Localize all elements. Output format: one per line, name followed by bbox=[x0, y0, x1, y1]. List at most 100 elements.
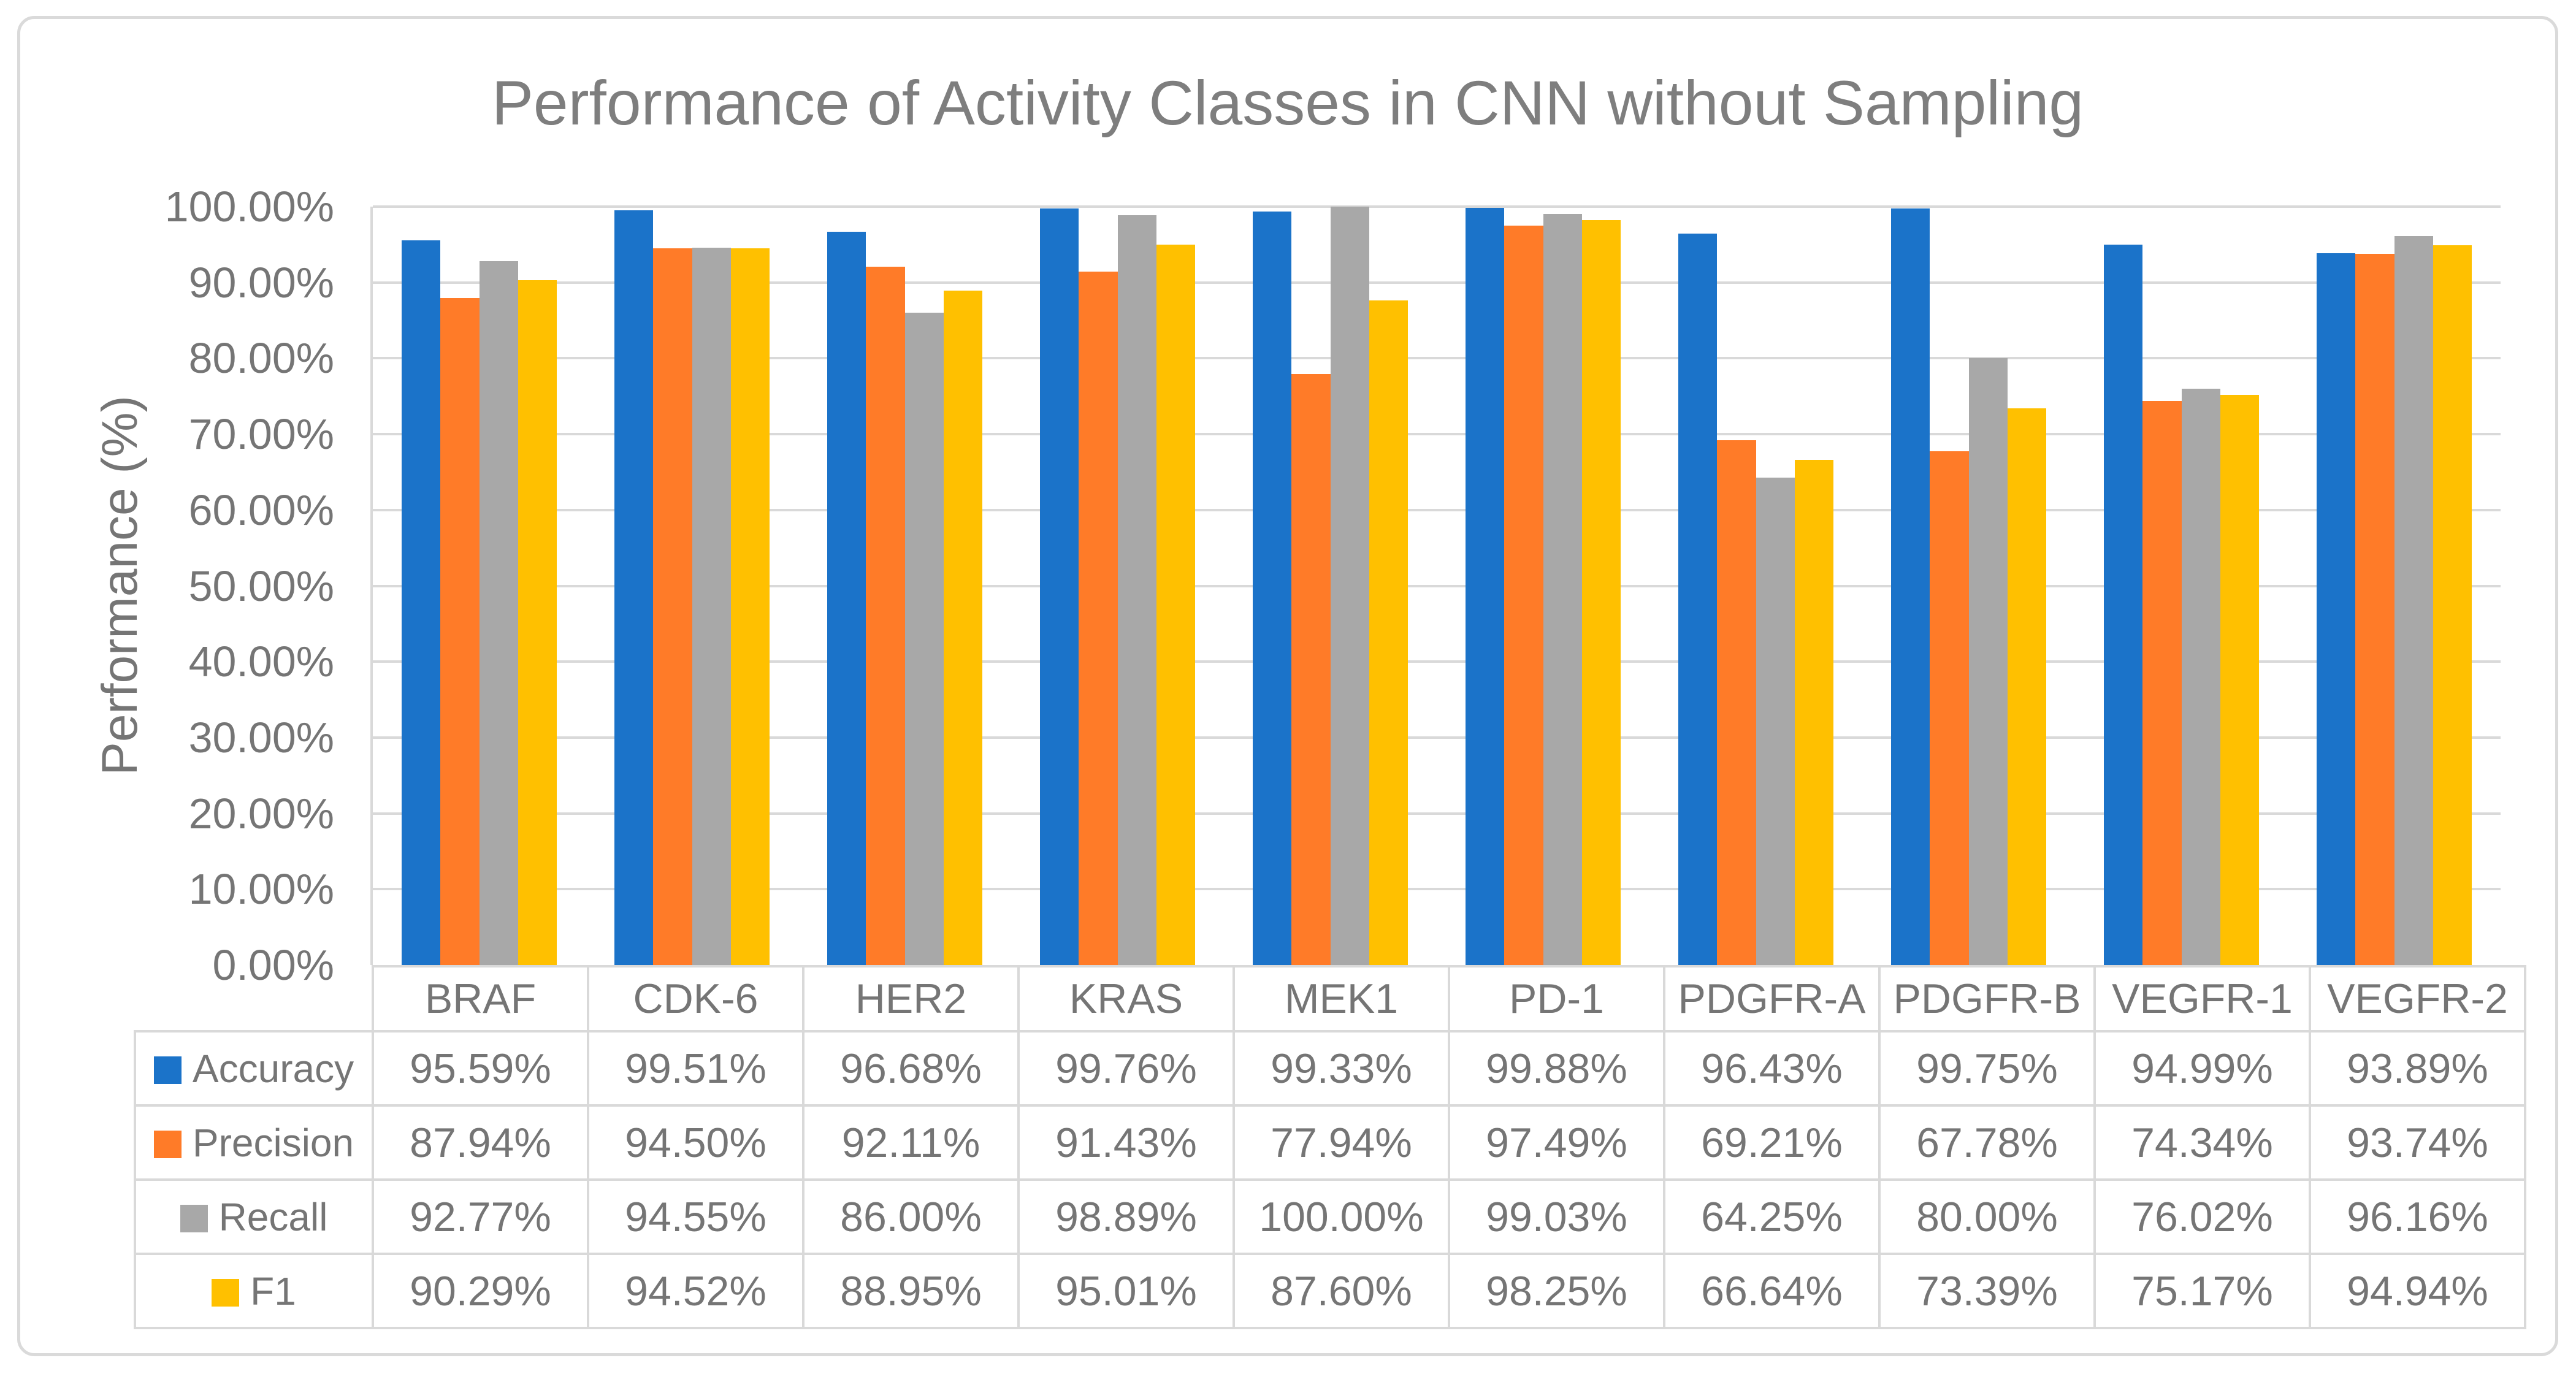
bar-group-pdgfr-b bbox=[1862, 207, 2075, 965]
bar-f1-pdgfr-b bbox=[2007, 408, 2046, 965]
bar-recall-mek1 bbox=[1330, 207, 1369, 965]
category-header-pdgfr-b: PDGFR-B bbox=[1878, 965, 2096, 1032]
value-f1-kras: 95.01% bbox=[1017, 1253, 1235, 1329]
gridline-50 bbox=[373, 584, 2501, 587]
value-precision-pdgfr-a: 69.21% bbox=[1663, 1104, 1881, 1181]
value-accuracy-vegfr-1: 94.99% bbox=[2093, 1030, 2311, 1107]
value-recall-pd-1: 99.03% bbox=[1448, 1178, 1665, 1255]
y-tick-label-50-00-: 50.00% bbox=[188, 562, 334, 610]
bar-accuracy-her2 bbox=[827, 232, 866, 965]
value-accuracy-braf: 95.59% bbox=[372, 1030, 589, 1107]
gridline-10 bbox=[373, 888, 2501, 891]
y-tick-label-100-00-: 100.00% bbox=[164, 183, 334, 231]
value-precision-pdgfr-b: 67.78% bbox=[1878, 1104, 2096, 1181]
value-accuracy-pd-1: 99.88% bbox=[1448, 1030, 1665, 1107]
value-accuracy-mek1: 99.33% bbox=[1233, 1030, 1450, 1107]
legend-label-f1: F1 bbox=[250, 1269, 296, 1313]
bar-recall-braf bbox=[479, 261, 518, 965]
value-recall-pdgfr-b: 80.00% bbox=[1878, 1178, 2096, 1255]
bar-group-pd-1 bbox=[1437, 207, 1649, 965]
bar-group-vegfr-1 bbox=[2075, 207, 2288, 965]
value-f1-pdgfr-b: 73.39% bbox=[1878, 1253, 2096, 1329]
value-accuracy-cdk-6: 99.51% bbox=[587, 1030, 805, 1107]
gridline-20 bbox=[373, 812, 2501, 815]
value-precision-vegfr-1: 74.34% bbox=[2093, 1104, 2311, 1181]
category-header-vegfr-1: VEGFR-1 bbox=[2093, 965, 2311, 1032]
table-header-row: BRAF CDK-6 HER2 KRAS MEK1 PD-1 PDGFR-A PDGFR-B V… bbox=[135, 965, 2526, 1032]
bar-f1-vegfr-1 bbox=[2220, 395, 2259, 965]
legend-cell-recall: Recall bbox=[134, 1178, 374, 1255]
bar-accuracy-pd-1 bbox=[1466, 207, 1505, 965]
y-tick-label-30-00-: 30.00% bbox=[188, 713, 334, 761]
bar-recall-cdk-6 bbox=[692, 248, 731, 965]
bar-precision-cdk-6 bbox=[653, 248, 692, 965]
bar-precision-pdgfr-a bbox=[1717, 440, 1756, 965]
gridline-40 bbox=[373, 660, 2501, 663]
value-recall-her2: 86.00% bbox=[802, 1178, 1020, 1255]
gridline-70 bbox=[373, 433, 2501, 436]
bar-group-mek1 bbox=[1224, 207, 1437, 965]
value-accuracy-vegfr-2: 93.89% bbox=[2309, 1030, 2526, 1107]
value-f1-vegfr-2: 94.94% bbox=[2309, 1253, 2526, 1329]
bar-f1-vegfr-2 bbox=[2433, 245, 2472, 965]
bar-accuracy-vegfr-2 bbox=[2317, 253, 2356, 965]
bar-precision-her2 bbox=[866, 266, 905, 965]
value-f1-vegfr-1: 75.17% bbox=[2093, 1253, 2311, 1329]
legend-label-recall: Recall bbox=[218, 1194, 328, 1239]
bar-group-kras bbox=[1011, 207, 1224, 965]
bar-group-pdgfr-a bbox=[1649, 207, 1862, 965]
category-header-cdk-6: CDK-6 bbox=[587, 965, 805, 1032]
legend-swatch-precision bbox=[153, 1130, 182, 1158]
bar-recall-pdgfr-a bbox=[1756, 478, 1795, 965]
value-recall-cdk-6: 94.55% bbox=[587, 1178, 805, 1255]
value-precision-her2: 92.11% bbox=[802, 1104, 1020, 1181]
value-f1-her2: 88.95% bbox=[802, 1253, 1020, 1329]
bar-recall-vegfr-1 bbox=[2181, 388, 2220, 965]
bar-f1-mek1 bbox=[1369, 300, 1408, 965]
table-row-recall: Recall 92.77% 94.55% 86.00% 98.89% 100.00% 99.… bbox=[134, 1178, 2526, 1255]
gridline-80 bbox=[373, 357, 2501, 360]
value-recall-vegfr-1: 76.02% bbox=[2093, 1178, 2311, 1255]
value-f1-pd-1: 98.25% bbox=[1448, 1253, 1665, 1329]
bar-accuracy-mek1 bbox=[1253, 212, 1292, 965]
legend-cell-precision: Precision bbox=[134, 1104, 374, 1181]
gridline-100 bbox=[373, 205, 2501, 208]
y-tick-label-90-00-: 90.00% bbox=[188, 258, 334, 307]
bar-accuracy-pdgfr-a bbox=[1678, 234, 1718, 965]
bar-accuracy-vegfr-1 bbox=[2104, 244, 2143, 965]
value-accuracy-pdgfr-b: 99.75% bbox=[1878, 1030, 2096, 1107]
category-header-braf: BRAF bbox=[372, 965, 589, 1032]
category-header-vegfr-2: VEGFR-2 bbox=[2309, 965, 2526, 1032]
gridline-60 bbox=[373, 508, 2501, 511]
bar-accuracy-kras bbox=[1040, 208, 1079, 965]
y-tick-label-40-00-: 40.00% bbox=[188, 638, 334, 686]
value-f1-pdgfr-a: 66.64% bbox=[1663, 1253, 1881, 1329]
bar-precision-kras bbox=[1079, 272, 1118, 965]
bar-recall-her2 bbox=[904, 313, 944, 965]
bar-f1-braf bbox=[518, 280, 557, 965]
category-header-her2: HER2 bbox=[802, 965, 1020, 1032]
legend-label-accuracy: Accuracy bbox=[192, 1046, 354, 1091]
bar-accuracy-pdgfr-b bbox=[1891, 208, 1930, 965]
value-recall-pdgfr-a: 64.25% bbox=[1663, 1178, 1881, 1255]
bar-recall-kras bbox=[1117, 215, 1156, 965]
legend-swatch-f1 bbox=[212, 1278, 240, 1307]
bar-precision-mek1 bbox=[1291, 373, 1331, 965]
legend-swatch-accuracy bbox=[153, 1056, 182, 1084]
bar-f1-her2 bbox=[943, 290, 982, 965]
value-precision-mek1: 77.94% bbox=[1233, 1104, 1450, 1181]
bar-recall-pdgfr-b bbox=[1968, 358, 2008, 965]
bar-recall-pd-1 bbox=[1543, 214, 1582, 965]
bar-precision-vegfr-2 bbox=[2355, 254, 2394, 965]
bar-group-vegfr-2 bbox=[2288, 207, 2501, 965]
bar-group-cdk-6 bbox=[586, 207, 798, 965]
bar-group-her2 bbox=[798, 207, 1011, 965]
y-tick-label-0-00-: 0.00% bbox=[212, 941, 334, 989]
value-recall-vegfr-2: 96.16% bbox=[2309, 1178, 2526, 1255]
y-tick-label-60-00-: 60.00% bbox=[188, 486, 334, 534]
category-header-kras: KRAS bbox=[1017, 965, 1235, 1032]
bar-f1-pdgfr-a bbox=[1794, 459, 1833, 965]
legend-label-precision: Precision bbox=[192, 1120, 354, 1165]
bar-group-braf bbox=[373, 207, 586, 965]
y-tick-label-70-00-: 70.00% bbox=[188, 410, 334, 459]
